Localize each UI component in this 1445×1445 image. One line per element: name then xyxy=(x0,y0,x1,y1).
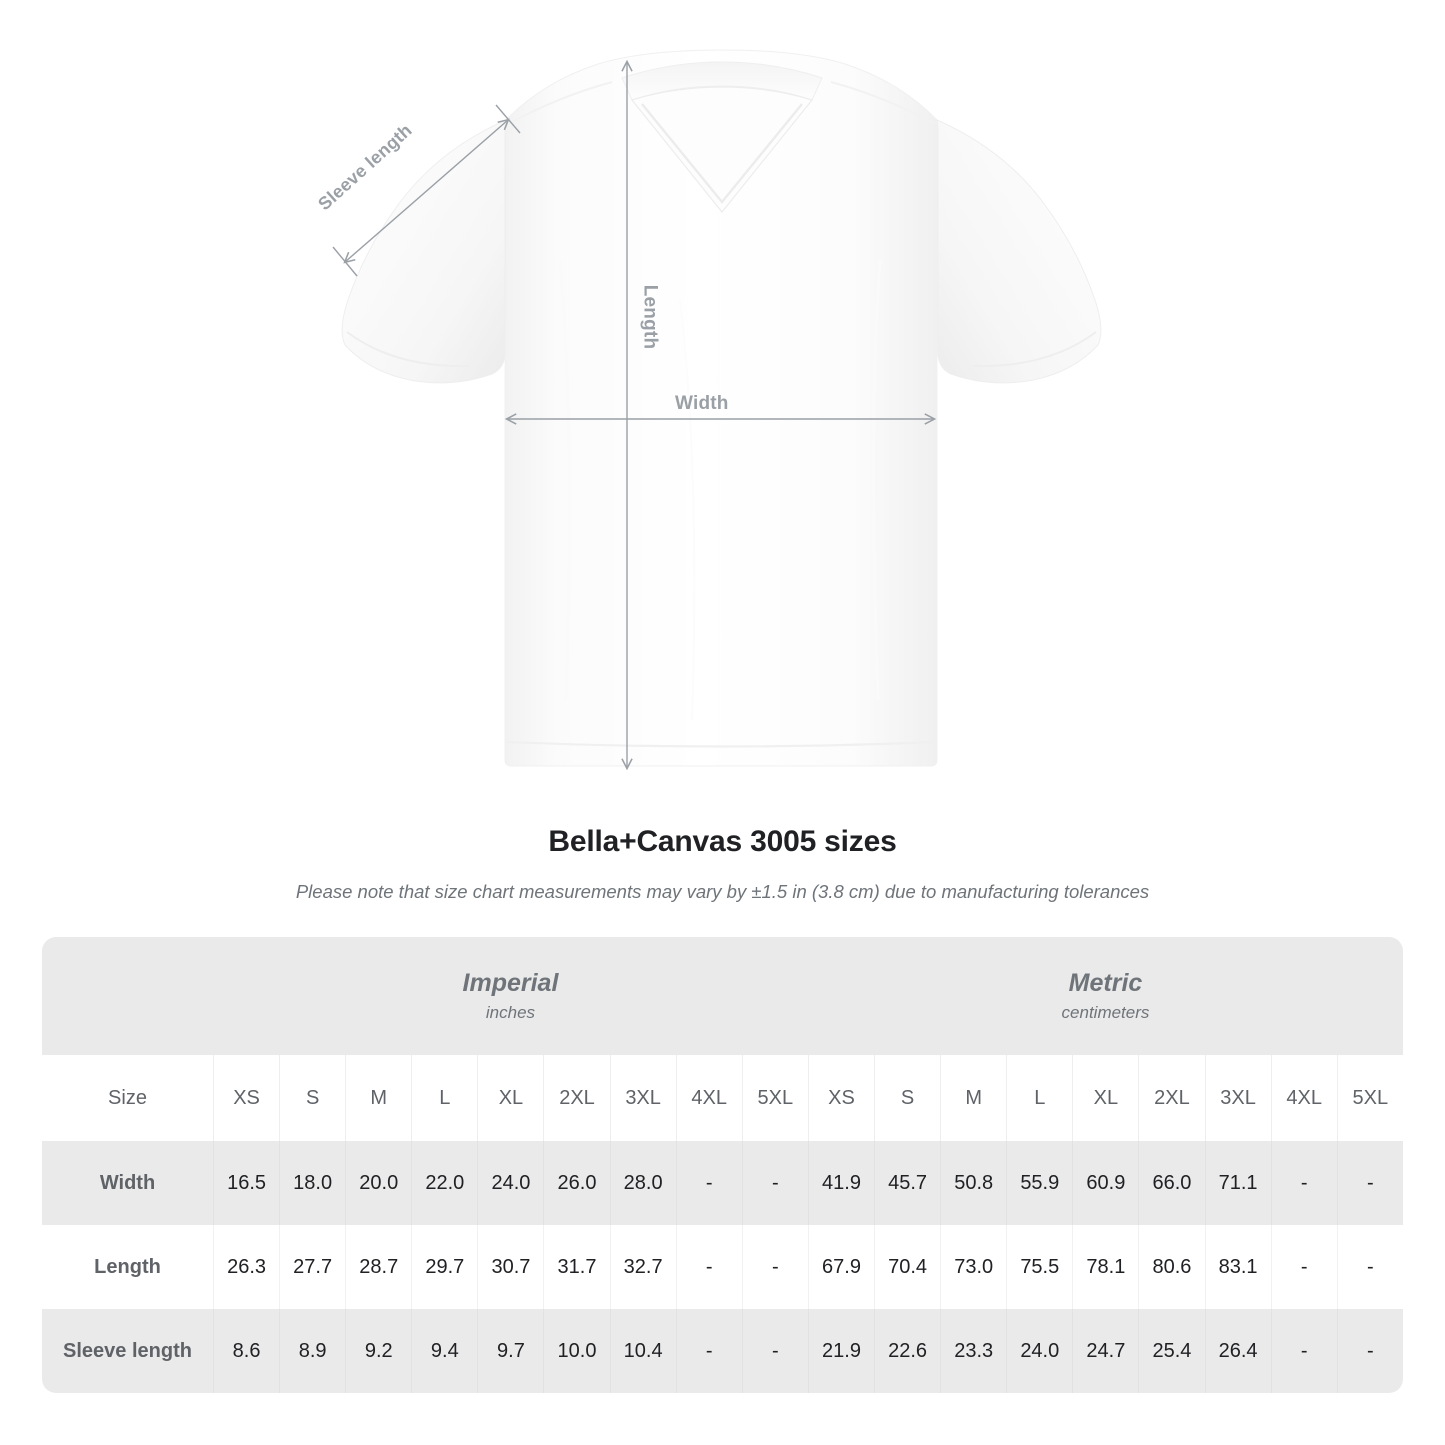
row-label-length: Length xyxy=(42,1225,213,1309)
cell-sleeve-metric-2xl: 25.4 xyxy=(1138,1309,1205,1393)
col-header-metric-2xl: 2XL xyxy=(1138,1055,1205,1141)
metric-sub: centimeters xyxy=(1061,1002,1150,1022)
col-header-metric-xs: XS xyxy=(807,1055,875,1141)
title-block: Bella+Canvas 3005 sizes Please note that… xyxy=(0,815,1445,903)
cell-width-metric-xl: 60.9 xyxy=(1072,1141,1139,1225)
cell-length-metric-4xl: - xyxy=(1270,1225,1337,1309)
cell-length-metric-l: 75.5 xyxy=(1006,1225,1073,1309)
cell-sleeve-imperial-3xl: 10.4 xyxy=(609,1309,676,1393)
unit-header-metric: Metric centimeters xyxy=(807,937,1403,1055)
cell-length-metric-xl: 78.1 xyxy=(1072,1225,1139,1309)
cell-width-imperial-xs: 16.5 xyxy=(213,1141,280,1225)
col-header-metric-3xl: 3XL xyxy=(1204,1055,1271,1141)
cell-width-metric-4xl: - xyxy=(1270,1141,1337,1225)
cell-sleeve-metric-4xl: - xyxy=(1270,1309,1337,1393)
cell-sleeve-imperial-xs: 8.6 xyxy=(213,1309,280,1393)
cell-sleeve-metric-3xl: 26.4 xyxy=(1204,1309,1271,1393)
cell-length-metric-s: 70.4 xyxy=(874,1225,941,1309)
size-chart-table-wrapper: Imperial inches Metric centimeters Size … xyxy=(42,937,1403,1393)
col-header-imperial-4xl: 4XL xyxy=(675,1055,742,1141)
length-label: Length xyxy=(639,284,661,350)
col-header-imperial-3xl: 3XL xyxy=(609,1055,676,1141)
cell-sleeve-imperial-m: 9.2 xyxy=(345,1309,412,1393)
col-header-metric-5xl: 5XL xyxy=(1336,1055,1403,1141)
unit-header-spacer xyxy=(42,937,213,1055)
cell-length-imperial-l: 29.7 xyxy=(411,1225,478,1309)
imperial-name: Imperial xyxy=(462,969,559,998)
col-header-metric-xl: XL xyxy=(1072,1055,1139,1141)
cell-length-imperial-4xl: - xyxy=(675,1225,742,1309)
cell-length-metric-m: 73.0 xyxy=(940,1225,1007,1309)
cell-sleeve-imperial-s: 8.9 xyxy=(279,1309,346,1393)
cell-sleeve-metric-m: 23.3 xyxy=(940,1309,1007,1393)
cell-width-imperial-5xl: - xyxy=(741,1141,808,1225)
cell-width-imperial-3xl: 28.0 xyxy=(609,1141,676,1225)
cell-sleeve-imperial-xl: 9.7 xyxy=(477,1309,544,1393)
cell-width-imperial-xl: 24.0 xyxy=(477,1141,544,1225)
col-header-metric-m: M xyxy=(940,1055,1007,1141)
col-header-imperial-m: M xyxy=(345,1055,412,1141)
col-header-imperial-l: L xyxy=(411,1055,478,1141)
cell-sleeve-imperial-4xl: - xyxy=(675,1309,742,1393)
cell-length-imperial-5xl: - xyxy=(741,1225,808,1309)
measurement-arrows xyxy=(332,59,937,771)
cell-width-imperial-2xl: 26.0 xyxy=(543,1141,610,1225)
table-row: Length 26.3 27.7 28.7 29.7 30.7 31.7 32.… xyxy=(42,1225,1403,1309)
cell-sleeve-metric-l: 24.0 xyxy=(1006,1309,1073,1393)
unit-header-imperial: Imperial inches xyxy=(213,937,808,1055)
table-row: Sleeve length 8.6 8.9 9.2 9.4 9.7 10.0 1… xyxy=(42,1309,1403,1393)
cell-width-metric-5xl: - xyxy=(1336,1141,1403,1225)
cell-length-metric-5xl: - xyxy=(1336,1225,1403,1309)
tshirt-illustration xyxy=(332,49,1102,771)
row-label-sleeve-length: Sleeve length xyxy=(42,1309,213,1393)
cell-length-metric-2xl: 80.6 xyxy=(1138,1225,1205,1309)
col-header-metric-s: S xyxy=(874,1055,941,1141)
cell-sleeve-metric-s: 22.6 xyxy=(874,1309,941,1393)
col-header-imperial-xl: XL xyxy=(477,1055,544,1141)
cell-sleeve-metric-xl: 24.7 xyxy=(1072,1309,1139,1393)
col-header-imperial-xs: XS xyxy=(213,1055,280,1141)
cell-width-imperial-s: 18.0 xyxy=(279,1141,346,1225)
cell-length-imperial-s: 27.7 xyxy=(279,1225,346,1309)
cell-length-metric-xs: 67.9 xyxy=(807,1225,875,1309)
cell-width-metric-xs: 41.9 xyxy=(807,1141,875,1225)
col-header-imperial-s: S xyxy=(279,1055,346,1141)
width-label: Width xyxy=(675,393,729,414)
imperial-sub: inches xyxy=(485,1002,536,1022)
cell-width-metric-m: 50.8 xyxy=(940,1141,1007,1225)
cell-length-imperial-3xl: 32.7 xyxy=(609,1225,676,1309)
cell-sleeve-imperial-5xl: - xyxy=(741,1309,808,1393)
col-header-metric-4xl: 4XL xyxy=(1270,1055,1337,1141)
cell-length-metric-3xl: 83.1 xyxy=(1204,1225,1271,1309)
table-row: Width 16.5 18.0 20.0 22.0 24.0 26.0 28.0… xyxy=(42,1141,1403,1225)
metric-name: Metric xyxy=(1068,969,1143,998)
size-chart-table: Imperial inches Metric centimeters Size … xyxy=(42,937,1403,1393)
cell-width-metric-3xl: 71.1 xyxy=(1204,1141,1271,1225)
cell-length-imperial-2xl: 31.7 xyxy=(543,1225,610,1309)
tolerance-note: Please note that size chart measurements… xyxy=(295,881,1150,902)
col-header-metric-l: L xyxy=(1006,1055,1073,1141)
row-label-width: Width xyxy=(42,1141,213,1225)
cell-width-metric-s: 45.7 xyxy=(874,1141,941,1225)
size-header-label: Size xyxy=(42,1055,213,1141)
cell-width-imperial-m: 20.0 xyxy=(345,1141,412,1225)
cell-width-metric-l: 55.9 xyxy=(1006,1141,1073,1225)
cell-width-imperial-l: 22.0 xyxy=(411,1141,478,1225)
size-header-row: Size XS S M L XL 2XL 3XL 4XL 5XL XS S M … xyxy=(42,1055,1403,1141)
unit-header-row: Imperial inches Metric centimeters xyxy=(42,937,1403,1055)
page-title: Bella+Canvas 3005 sizes xyxy=(548,825,897,858)
cell-sleeve-metric-5xl: - xyxy=(1336,1309,1403,1393)
cell-length-imperial-xl: 30.7 xyxy=(477,1225,544,1309)
col-header-imperial-2xl: 2XL xyxy=(543,1055,610,1141)
col-header-imperial-5xl: 5XL xyxy=(741,1055,808,1141)
cell-width-metric-2xl: 66.0 xyxy=(1138,1141,1205,1225)
cell-length-imperial-m: 28.7 xyxy=(345,1225,412,1309)
cell-sleeve-imperial-2xl: 10.0 xyxy=(543,1309,610,1393)
cell-length-imperial-xs: 26.3 xyxy=(213,1225,280,1309)
tshirt-diagram: Sleeve length Length Width xyxy=(314,49,1102,771)
cell-width-imperial-4xl: - xyxy=(675,1141,742,1225)
cell-sleeve-metric-xs: 21.9 xyxy=(807,1309,875,1393)
sleeve-length-arrow xyxy=(343,118,510,264)
cell-sleeve-imperial-l: 9.4 xyxy=(411,1309,478,1393)
